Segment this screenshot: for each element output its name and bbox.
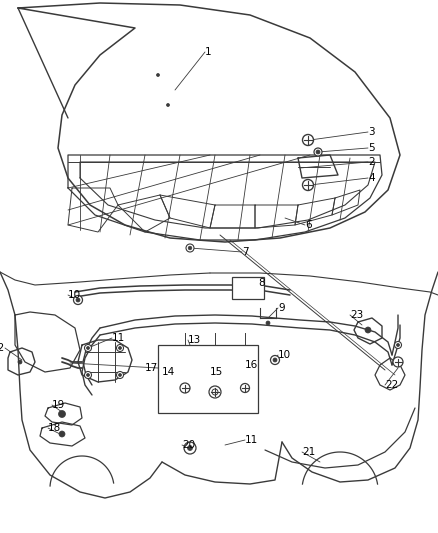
Text: 18: 18 [48, 423, 61, 433]
Circle shape [396, 343, 399, 346]
Text: 14: 14 [162, 367, 175, 377]
Text: 22: 22 [385, 380, 398, 390]
Circle shape [273, 358, 277, 362]
Circle shape [271, 356, 279, 365]
FancyBboxPatch shape [232, 277, 264, 299]
Text: 11: 11 [245, 435, 258, 445]
Text: 2: 2 [368, 157, 374, 167]
Circle shape [166, 103, 170, 107]
Circle shape [59, 410, 66, 417]
Text: 19: 19 [52, 400, 65, 410]
Text: 16: 16 [245, 360, 258, 370]
Circle shape [85, 372, 92, 378]
Text: 6: 6 [305, 220, 311, 230]
Text: 3: 3 [368, 127, 374, 137]
Text: 11: 11 [112, 333, 125, 343]
Text: 13: 13 [188, 335, 201, 345]
Text: 5: 5 [368, 143, 374, 153]
Text: 15: 15 [210, 367, 223, 377]
Circle shape [266, 321, 270, 325]
Circle shape [76, 298, 80, 302]
Circle shape [303, 134, 314, 146]
Circle shape [184, 442, 196, 454]
Circle shape [119, 346, 121, 350]
Text: 1: 1 [205, 47, 212, 57]
Text: 7: 7 [242, 247, 249, 257]
Text: 4: 4 [368, 173, 374, 183]
Text: 23: 23 [350, 310, 363, 320]
Circle shape [117, 372, 124, 378]
Circle shape [365, 327, 371, 333]
Circle shape [209, 386, 221, 398]
Circle shape [395, 342, 402, 349]
Circle shape [187, 446, 192, 450]
Circle shape [85, 344, 92, 351]
Text: 20: 20 [182, 440, 195, 450]
Text: 9: 9 [278, 303, 285, 313]
Circle shape [240, 384, 250, 392]
Circle shape [186, 244, 194, 252]
Text: 12: 12 [0, 343, 5, 353]
Circle shape [119, 374, 121, 376]
Circle shape [156, 74, 159, 77]
Circle shape [59, 431, 65, 437]
Circle shape [212, 389, 218, 395]
Text: 10: 10 [278, 350, 291, 360]
FancyBboxPatch shape [158, 345, 258, 413]
Circle shape [117, 344, 124, 351]
Circle shape [188, 246, 192, 250]
Circle shape [316, 150, 320, 154]
Text: 10: 10 [68, 290, 81, 300]
Circle shape [303, 180, 314, 190]
Circle shape [86, 374, 89, 376]
Text: 8: 8 [258, 278, 265, 288]
Circle shape [18, 360, 22, 364]
Circle shape [314, 148, 322, 156]
Text: 21: 21 [302, 447, 315, 457]
Circle shape [86, 346, 89, 350]
Circle shape [74, 295, 82, 304]
Circle shape [180, 383, 190, 393]
Circle shape [393, 357, 403, 367]
Text: 17: 17 [145, 363, 158, 373]
